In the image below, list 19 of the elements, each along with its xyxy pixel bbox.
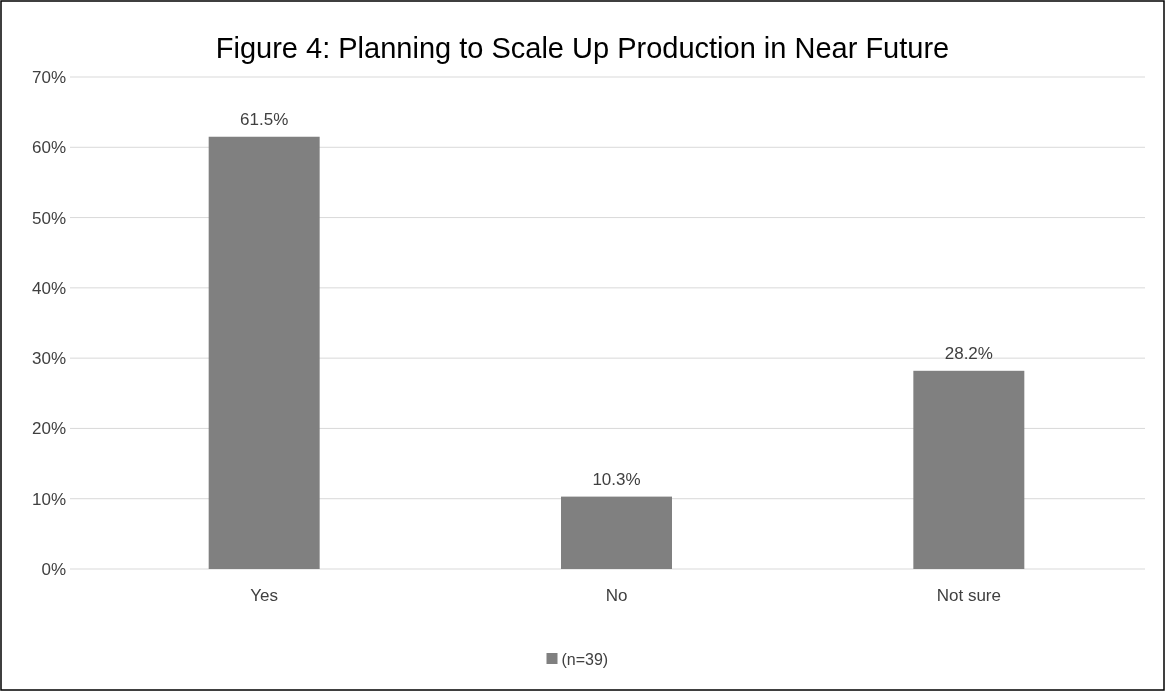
y-tick-label: 10% bbox=[31, 489, 66, 509]
bar bbox=[561, 496, 672, 569]
y-tick-label: 0% bbox=[41, 559, 66, 579]
chart-title: Figure 4: Planning to Scale Up Production in Near Future bbox=[215, 32, 950, 64]
x-tick-label: No bbox=[605, 586, 628, 605]
x-tick-label: Not sure bbox=[936, 586, 1001, 605]
text: 28.2% bbox=[944, 343, 993, 363]
y-tick-label: 60% bbox=[31, 138, 66, 158]
text: 61.5% bbox=[240, 109, 289, 129]
bar bbox=[208, 136, 320, 569]
y-tick-label: 70% bbox=[31, 67, 66, 87]
y-tick-label: 30% bbox=[31, 349, 66, 369]
y-tick-label: 50% bbox=[31, 208, 66, 228]
bar bbox=[913, 370, 1025, 569]
y-tick-label: 20% bbox=[31, 419, 66, 439]
legend-label: (n=39) bbox=[561, 650, 609, 668]
y-tick-label: 40% bbox=[31, 278, 66, 298]
text: 10.3% bbox=[592, 469, 641, 489]
x-tick-label: Yes bbox=[250, 586, 279, 605]
